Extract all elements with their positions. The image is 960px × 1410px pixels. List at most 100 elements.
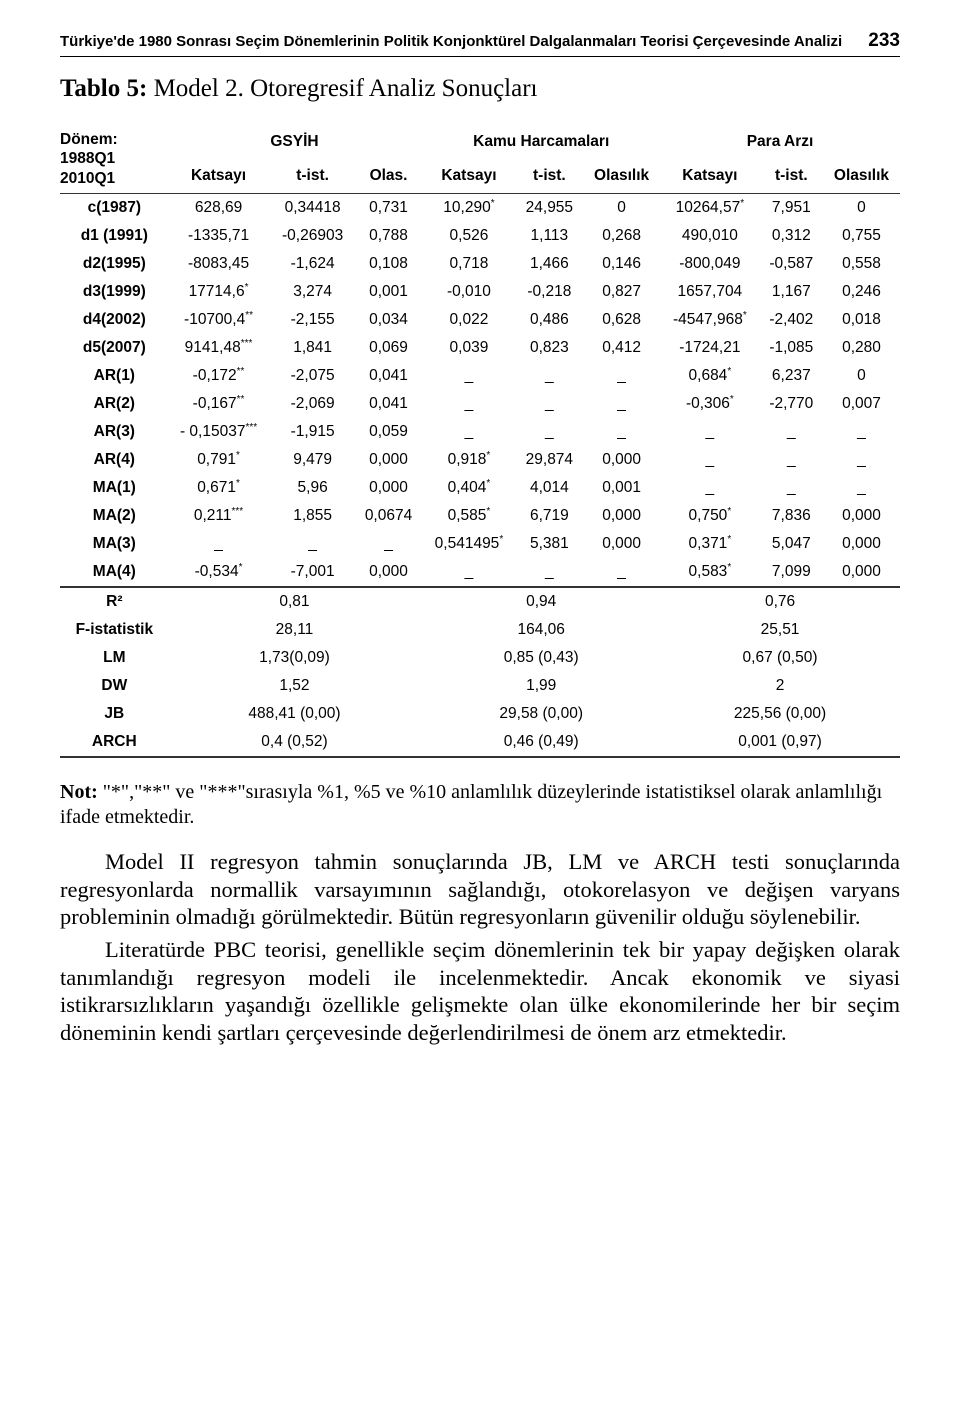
cell: 0,039 (422, 334, 515, 362)
cell: 0,371* (660, 530, 760, 558)
cell: 628,69 (167, 194, 271, 223)
cell: -8083,45 (167, 250, 271, 278)
cell: _ (422, 390, 515, 418)
table-note: Not: "*","**" ve "***"sırasıyla %1, %5 v… (60, 780, 900, 830)
cell: 0,486 (516, 306, 584, 334)
table-row: d3(1999)17714,6*3,2740,001-0,010-0,2180,… (60, 278, 900, 306)
cell: _ (760, 474, 823, 502)
cell: _ (823, 474, 900, 502)
cell: 7,836 (760, 502, 823, 530)
cell: 0 (583, 194, 660, 223)
subhead-katsayi-1: Katsayı (167, 159, 271, 194)
cell: -800,049 (660, 250, 760, 278)
cell: 0,268 (583, 222, 660, 250)
cell: 5,381 (516, 530, 584, 558)
table-header-row-2: Katsayı t-ist. Olas. Katsayı t-ist. Olas… (60, 159, 900, 194)
period-header: Dönem: 1988Q1 2010Q1 (60, 125, 167, 194)
cell: -0,172** (167, 362, 271, 390)
row-label: AR(4) (60, 446, 167, 474)
cell: 0,000 (823, 502, 900, 530)
cell: 1,167 (760, 278, 823, 306)
cell: -2,069 (270, 390, 354, 418)
table-label: Tablo 5: (60, 75, 147, 102)
table-caption: Tablo 5: Model 2. Otoregresif Analiz Son… (60, 75, 900, 103)
cell: 9141,48*** (167, 334, 271, 362)
cell: _ (823, 418, 900, 446)
row-label: d1 (1991) (60, 222, 167, 250)
cell: _ (660, 446, 760, 474)
period-line-3: 2010Q1 (60, 170, 115, 187)
table-row: d2(1995)-8083,45-1,6240,1080,7181,4660,1… (60, 250, 900, 278)
cell: 1,52 (167, 672, 423, 700)
cell: 0,041 (355, 362, 423, 390)
cell: 5,047 (760, 530, 823, 558)
table-row: d4(2002)-10700,4**-2,1550,0340,0220,4860… (60, 306, 900, 334)
group-head-kamu-text: Kamu Harcamaları (473, 133, 609, 150)
cell: _ (422, 558, 515, 587)
note-label: Not: (60, 781, 98, 803)
cell: 0,000 (355, 474, 423, 502)
table-row: d1 (1991)-1335,71-0,269030,7880,5261,113… (60, 222, 900, 250)
subhead-katsayi-2: Katsayı (422, 159, 515, 194)
cell: 0,404* (422, 474, 515, 502)
cell: 0,246 (823, 278, 900, 306)
row-label: R² (60, 588, 167, 617)
cell: 0,280 (823, 334, 900, 362)
row-label: MA(4) (60, 558, 167, 587)
cell: 0,823 (516, 334, 584, 362)
cell: 0,000 (355, 558, 423, 587)
table-row: c(1987)628,690,344180,73110,290*24,95501… (60, 194, 900, 223)
cell: 0,211*** (167, 502, 271, 530)
cell: 0,684* (660, 362, 760, 390)
cell: 0,312 (760, 222, 823, 250)
cell: 0 (823, 362, 900, 390)
cell: 0,67 (0,50) (660, 644, 900, 672)
row-label: AR(3) (60, 418, 167, 446)
cell: 0,146 (583, 250, 660, 278)
table-title: Model 2. Otoregresif Analiz Sonuçları (147, 75, 537, 102)
cell: _ (167, 530, 271, 558)
cell: 0 (823, 194, 900, 223)
cell: -4547,968* (660, 306, 760, 334)
cell: 0,000 (355, 446, 423, 474)
cell: -7,001 (270, 558, 354, 587)
cell: _ (583, 362, 660, 390)
cell: _ (422, 362, 515, 390)
table-row: AR(2)-0,167**-2,0690,041___-0,306*-2,770… (60, 390, 900, 418)
cell: 0,628 (583, 306, 660, 334)
cell: 4,014 (516, 474, 584, 502)
table-row: d5(2007)9141,48***1,8410,0690,0390,8230,… (60, 334, 900, 362)
cell: 0,526 (422, 222, 515, 250)
cell: 10264,57* (660, 194, 760, 223)
cell: 488,41 (0,00) (167, 700, 423, 728)
subhead-tist-3: t-ist. (760, 159, 823, 194)
cell: 0,108 (355, 250, 423, 278)
cell: 0,558 (823, 250, 900, 278)
cell: 29,58 (0,00) (422, 700, 660, 728)
cell: _ (355, 530, 423, 558)
cell: _ (516, 362, 584, 390)
cell: 0,022 (422, 306, 515, 334)
subhead-katsayi-3: Katsayı (660, 159, 760, 194)
cell: _ (422, 418, 515, 446)
cell: -2,402 (760, 306, 823, 334)
cell: 0,34418 (270, 194, 354, 223)
cell: 0,001 (583, 474, 660, 502)
cell: -0,010 (422, 278, 515, 306)
cell: 0,76 (660, 588, 900, 617)
cell: 0,034 (355, 306, 423, 334)
cell: 0,755 (823, 222, 900, 250)
stats-row: JB488,41 (0,00)29,58 (0,00)225,56 (0,00) (60, 700, 900, 728)
stats-row: R²0,810,940,76 (60, 588, 900, 617)
cell: 10,290* (422, 194, 515, 223)
page: Türkiye'de 1980 Sonrası Seçim Dönemlerin… (0, 0, 960, 1092)
cell: 0,069 (355, 334, 423, 362)
cell: -2,075 (270, 362, 354, 390)
cell: 1,99 (422, 672, 660, 700)
cell: 0,585* (422, 502, 515, 530)
cell: 9,479 (270, 446, 354, 474)
cell: -1,915 (270, 418, 354, 446)
running-head: Türkiye'de 1980 Sonrası Seçim Dönemlerin… (60, 30, 900, 57)
cell: 1,466 (516, 250, 584, 278)
cell: 7,099 (760, 558, 823, 587)
